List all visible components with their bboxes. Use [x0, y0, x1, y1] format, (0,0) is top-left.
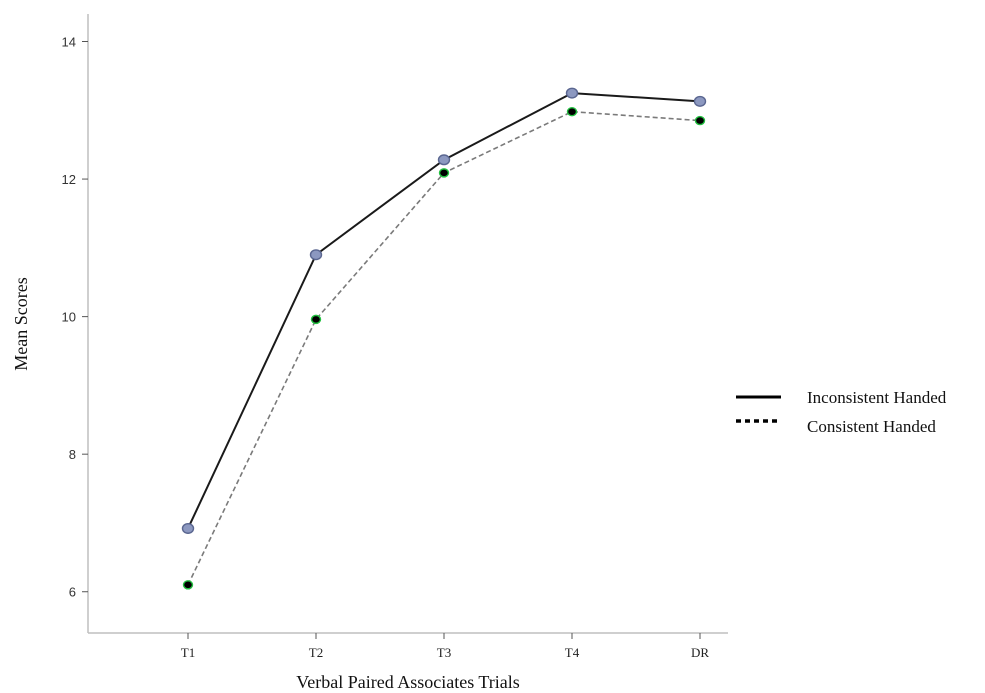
legend-label-consistent: Consistent Handed — [807, 417, 936, 436]
data-point-inconsistent-handed — [693, 95, 707, 107]
data-point-consistent-handed — [438, 168, 450, 178]
axes — [87, 14, 728, 634]
x-tick-label: DR — [691, 645, 709, 660]
y-tick-label: 14 — [62, 35, 76, 50]
x-axis-title: Verbal Paired Associates Trials — [296, 672, 519, 692]
legend-label-inconsistent: Inconsistent Handed — [807, 388, 947, 407]
data-point-inconsistent-handed — [181, 522, 195, 534]
x-tick-label: T4 — [565, 645, 580, 660]
data-point-consistent-handed — [310, 314, 322, 325]
y-ticks: 6 8 10 12 14 — [62, 35, 88, 600]
y-tick-label: 6 — [69, 585, 76, 600]
series-lines — [187, 92, 701, 586]
legend: Inconsistent Handed Consistent Handed — [736, 388, 947, 436]
data-point-inconsistent-handed — [437, 154, 451, 166]
x-tick-label: T1 — [181, 645, 195, 660]
data-point-consistent-handed — [182, 580, 194, 590]
series-markers — [181, 87, 707, 590]
y-tick-label: 10 — [62, 310, 76, 325]
series-line-consistent-handed — [187, 110, 701, 586]
y-tick-label: 12 — [62, 172, 76, 187]
data-point-inconsistent-handed — [565, 87, 579, 99]
y-tick-label: 8 — [69, 447, 76, 462]
x-ticks: T1 T2 T3 T4 DR — [181, 633, 709, 660]
data-point-inconsistent-handed — [309, 249, 323, 261]
data-point-consistent-handed — [694, 115, 706, 126]
x-tick-label: T2 — [309, 645, 323, 660]
data-point-consistent-handed — [566, 106, 578, 117]
x-tick-label: T3 — [437, 645, 451, 660]
y-axis-title: Mean Scores — [11, 277, 31, 370]
